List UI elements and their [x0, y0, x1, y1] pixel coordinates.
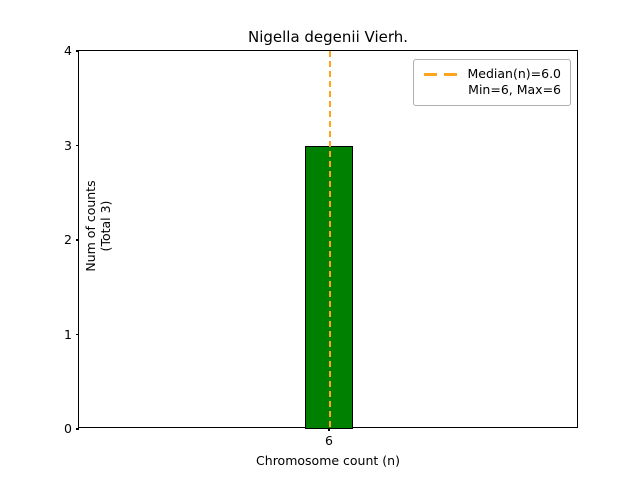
y-tick-label: 1	[64, 326, 72, 342]
x-tick-label: 6	[325, 433, 333, 448]
y-tick-label: 2	[64, 232, 72, 247]
legend-label: Median(n)=6.0 Min=6, Max=6	[468, 66, 562, 98]
y-tick-mark	[75, 144, 79, 147]
legend-label-line2: Min=6, Max=6	[468, 82, 561, 97]
chart-title: Nigella degenii Vierh.	[247, 28, 409, 46]
plot-area: Num of counts (Total 3) 0 1 2 3 4 6 Median(n…	[64, 43, 578, 448]
median-line	[329, 51, 331, 427]
y-tick-mark	[75, 239, 79, 241]
y-axis-label: Num of counts (Total 3)	[83, 180, 113, 272]
y-tick-mark	[75, 428, 79, 430]
x-axis-label: Chromosome count (n)	[256, 453, 400, 468]
y-tick-mark	[75, 50, 79, 52]
y-tick-label: 4	[64, 43, 72, 58]
legend-label-line1: Median(n)=6.0	[467, 66, 562, 81]
legend-dashed-line-icon	[423, 66, 459, 82]
y-tick-label: 0	[64, 421, 72, 436]
bar	[304, 145, 354, 429]
y-tick-mark	[75, 333, 79, 336]
y-tick-label: 3	[64, 137, 72, 153]
legend: Median(n)=6.0 Min=6, Max=6	[412, 59, 571, 106]
